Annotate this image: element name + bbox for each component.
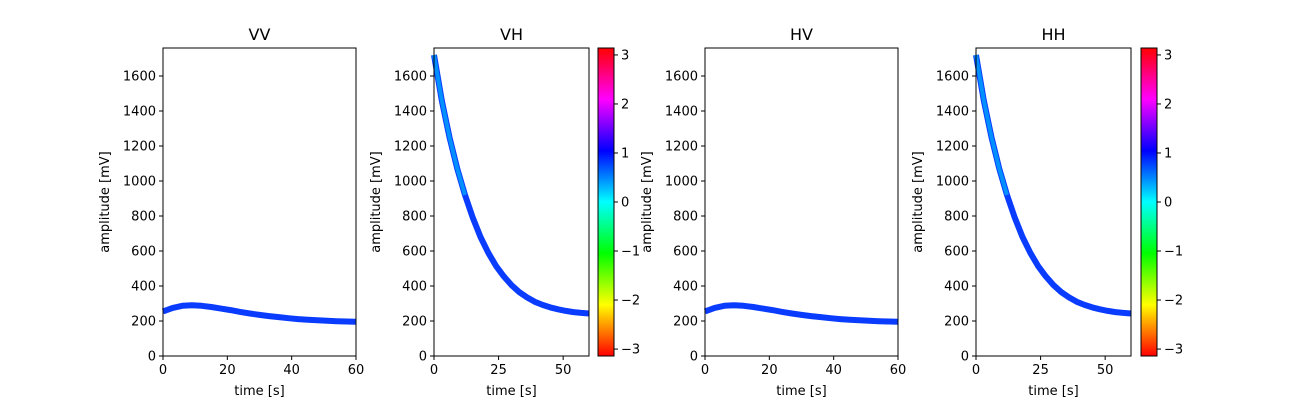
colorbar-tick-label: 1 [1164,146,1172,161]
y-tick-label: 200 [131,315,156,330]
y-tick-label: 600 [402,245,427,260]
x-tick-label: 25 [490,363,507,378]
y-tick-label: 1600 [123,70,156,85]
y-tick-label: 600 [673,245,698,260]
axes-frame [975,47,1132,357]
y-tick-label: 1400 [123,105,156,120]
x-tick-label: 20 [219,363,236,378]
y-tick-label: 1600 [394,70,427,85]
x-tick-label: 40 [283,363,300,378]
panel-vv: VV 0 200 400 600 800 1000 1200 1400 1600 0 20 40 60 ti… [98,25,364,399]
colorbar-gradient [1140,47,1158,357]
colorbar-tick-label: 3 [621,48,629,63]
y-tick-label: 1200 [936,140,969,155]
y-tick-label: 1400 [665,105,698,120]
x-tick-label: 50 [1097,363,1114,378]
panel-title: VV [249,25,271,44]
x-tick-label: 0 [430,363,438,378]
y-tick-label: 1000 [936,175,969,190]
y-tick-label: 400 [944,280,969,295]
colorbar-tick-label: −3 [1164,343,1183,358]
y-tick-label: 1200 [665,140,698,155]
colorbar-gradient [597,47,615,357]
x-axis-label: time [s] [1028,384,1078,399]
colorbar-tick-label: 3 [1164,48,1172,63]
series-line [161,302,357,325]
y-tick-label: 1400 [936,105,969,120]
x-tick-label: 40 [825,363,842,378]
y-tick-label: 600 [131,245,156,260]
y-axis-label: amplitude [mV] [640,151,655,253]
x-tick-label: 50 [555,363,572,378]
y-tick-label: 1600 [936,70,969,85]
x-tick-label: 60 [890,363,907,378]
y-tick-label: 1200 [394,140,427,155]
y-tick-label: 400 [402,280,427,295]
colorbar-tick-label: 0 [621,196,629,211]
y-tick-label: 0 [419,350,427,365]
y-tick-label: 0 [148,350,156,365]
y-tick-label: 1200 [123,140,156,155]
x-tick-label: 25 [1032,363,1049,378]
x-tick-label: 0 [972,363,980,378]
panel-hv: HV 0 200 400 600 800 1000 1200 1400 1600 0 20 40 60 ti… [640,25,906,399]
x-axis-label: time [s] [776,384,826,399]
series-line [973,54,1132,317]
series-line [703,302,899,325]
y-tick-label: 600 [944,245,969,260]
x-tick-label: 0 [701,363,709,378]
panel-title: HH [1041,25,1065,44]
x-tick-label: 20 [761,363,778,378]
axes-frame [162,47,357,357]
x-axis-label: time [s] [234,384,284,399]
y-tick-label: 200 [402,315,427,330]
panel-title: VH [500,25,523,44]
y-axis-label: amplitude [mV] [369,151,384,253]
y-tick-label: 800 [131,210,156,225]
colorbar-tick-label: −3 [621,343,640,358]
y-tick-label: 400 [131,280,156,295]
y-tick-label: 200 [944,315,969,330]
y-tick-label: 1000 [394,175,427,190]
y-tick-label: 0 [961,350,969,365]
panel-title: HV [790,25,813,44]
y-tick-label: 400 [673,280,698,295]
x-tick-label: 60 [348,363,365,378]
y-tick-label: 200 [673,315,698,330]
colorbar-tick-label: −2 [621,294,640,309]
y-tick-label: 0 [690,350,698,365]
y-tick-label: 1600 [665,70,698,85]
y-axis-label: amplitude [mV] [911,151,926,253]
panel-vh: VH 0 200 400 600 800 1000 1200 1400 1600 0 25 50 time… [369,25,590,399]
panel-hh: HH 0 200 400 600 800 1000 1200 1400 1600 0 25 50 time… [911,25,1132,399]
y-axis-label: amplitude [mV] [98,151,113,253]
y-tick-label: 1000 [665,175,698,190]
colorbar-tick-label: −1 [621,245,640,260]
y-tick-label: 800 [673,210,698,225]
x-axis-label: time [s] [486,384,536,399]
colorbar-tick-label: 1 [621,146,629,161]
y-tick-label: 800 [402,210,427,225]
y-tick-label: 1000 [123,175,156,190]
y-tick-label: 1400 [394,105,427,120]
series-line [431,54,590,317]
y-tick-label: 800 [944,210,969,225]
colorbar-tick-label: −1 [1164,245,1183,260]
colorbar: −3 −2 −1 0 1 2 3 [1140,47,1183,358]
axes-frame [704,47,899,357]
x-tick-label: 0 [159,363,167,378]
colorbar-tick-label: −2 [1164,294,1183,309]
colorbar-tick-label: 0 [1164,196,1172,211]
colorbar-tick-label: 2 [1164,97,1172,112]
series-line-head [432,54,467,196]
colorbar: −3 −2 −1 0 1 2 3 [597,47,640,358]
colorbar-tick-label: 2 [621,97,629,112]
axes-frame [433,47,590,357]
series-line-head [974,54,1009,196]
